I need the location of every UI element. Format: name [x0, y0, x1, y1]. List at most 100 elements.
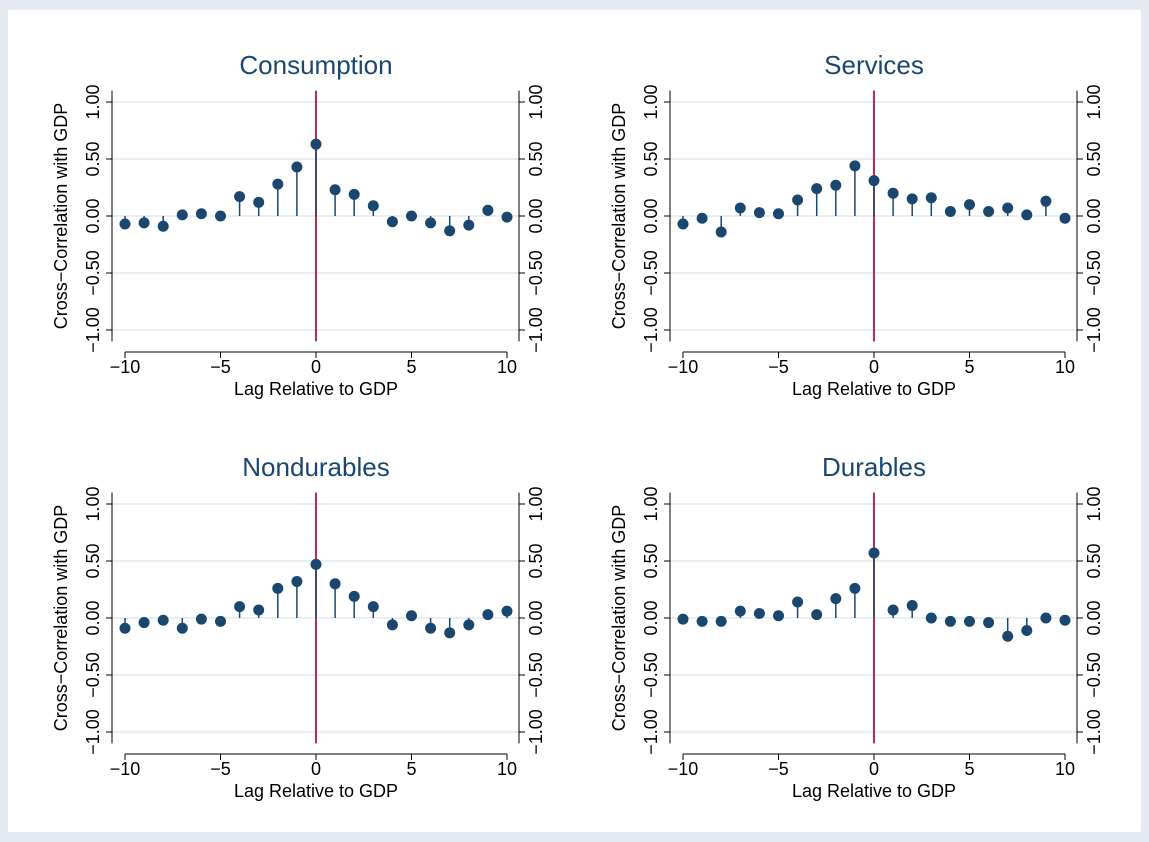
y2-tick-label: 1.00	[1084, 486, 1104, 521]
y-axis-title: Cross−Correlation with GDP	[51, 103, 71, 330]
marker	[329, 184, 341, 196]
marker	[157, 614, 169, 626]
marker	[887, 604, 899, 616]
x-tick-label: 0	[311, 357, 321, 377]
marker	[868, 175, 880, 187]
y-tick-label: 0.00	[83, 600, 103, 635]
marker	[1059, 212, 1071, 224]
marker	[157, 220, 169, 232]
marker	[253, 604, 265, 616]
marker	[138, 617, 150, 629]
marker	[310, 138, 322, 150]
y2-tick-label: −0.50	[1084, 652, 1104, 698]
marker	[386, 619, 398, 631]
marker	[291, 161, 303, 173]
marker	[792, 194, 804, 206]
x-tick-label: −10	[110, 357, 141, 377]
x-tick-label: −5	[768, 759, 789, 779]
x-tick-label: −5	[210, 759, 231, 779]
y2-tick-label: 0.00	[1084, 600, 1104, 635]
x-axis-title: Lag Relative to GDP	[234, 379, 398, 399]
marker	[734, 202, 746, 214]
y-tick-label: −1.00	[641, 709, 661, 755]
y2-tick-label: −1.00	[526, 307, 546, 353]
panel-title: Consumption	[239, 50, 392, 80]
marker	[482, 609, 494, 621]
y-tick-label: 1.00	[641, 84, 661, 119]
marker	[310, 558, 322, 570]
marker	[463, 619, 475, 631]
marker	[234, 191, 246, 203]
y2-tick-label: 0.50	[1084, 141, 1104, 176]
marker	[234, 601, 246, 613]
marker	[811, 183, 823, 195]
x-tick-label: −10	[110, 759, 141, 779]
marker	[906, 599, 918, 611]
y2-tick-label: 1.00	[1084, 84, 1104, 119]
y-axis-title: Cross−Correlation with GDP	[51, 505, 71, 732]
marker	[444, 627, 456, 639]
y2-tick-label: 0.00	[526, 198, 546, 233]
x-tick-label: −5	[768, 357, 789, 377]
y2-tick-label: 1.00	[526, 84, 546, 119]
y-axis-title: Cross−Correlation with GDP	[609, 505, 629, 732]
marker	[792, 596, 804, 608]
marker	[925, 192, 937, 204]
marker	[925, 612, 937, 624]
marker	[291, 576, 303, 588]
panel-title: Durables	[822, 452, 926, 482]
y-tick-label: −0.50	[641, 250, 661, 296]
marker	[1002, 202, 1014, 214]
x-axis-title: Lag Relative to GDP	[792, 781, 956, 801]
y-tick-label: 0.00	[641, 600, 661, 635]
x-tick-label: 0	[869, 759, 879, 779]
marker	[849, 160, 861, 172]
y-tick-label: 0.50	[641, 141, 661, 176]
x-tick-label: 5	[964, 759, 974, 779]
x-tick-label: −10	[668, 357, 699, 377]
y-tick-label: 0.50	[641, 543, 661, 578]
x-tick-label: −5	[210, 357, 231, 377]
marker	[983, 617, 995, 629]
marker	[176, 622, 188, 634]
marker	[425, 217, 437, 229]
marker	[367, 601, 379, 613]
y-tick-label: −1.00	[83, 307, 103, 353]
y-tick-label: 0.50	[83, 543, 103, 578]
y-tick-label: −0.50	[641, 652, 661, 698]
y2-tick-label: −1.00	[526, 709, 546, 755]
marker	[696, 212, 708, 224]
marker	[944, 205, 956, 217]
marker	[734, 605, 746, 617]
marker	[195, 208, 207, 220]
marker	[715, 615, 727, 627]
marker	[964, 199, 975, 211]
x-tick-label: 5	[964, 357, 974, 377]
y2-tick-label: 0.00	[1084, 198, 1104, 233]
y-tick-label: −0.50	[83, 652, 103, 698]
marker	[348, 188, 360, 200]
y-axis-title: Cross−Correlation with GDP	[609, 103, 629, 330]
marker	[753, 607, 765, 619]
marker	[176, 209, 188, 221]
marker	[253, 196, 265, 208]
marker	[1021, 625, 1033, 637]
marker	[1040, 195, 1052, 207]
y2-tick-label: −0.50	[1084, 250, 1104, 296]
x-tick-label: −10	[668, 759, 699, 779]
x-tick-label: 0	[869, 357, 879, 377]
x-tick-label: 5	[406, 759, 416, 779]
y2-tick-label: −1.00	[1084, 307, 1104, 353]
graph-region	[8, 10, 1141, 832]
marker	[406, 610, 417, 622]
y2-tick-label: −0.50	[526, 652, 546, 698]
marker	[677, 218, 689, 230]
marker	[215, 615, 226, 627]
marker	[677, 613, 689, 625]
x-tick-label: 10	[497, 357, 517, 377]
marker	[501, 605, 513, 617]
marker	[868, 547, 880, 559]
x-tick-label: 10	[497, 759, 517, 779]
marker	[501, 211, 513, 223]
